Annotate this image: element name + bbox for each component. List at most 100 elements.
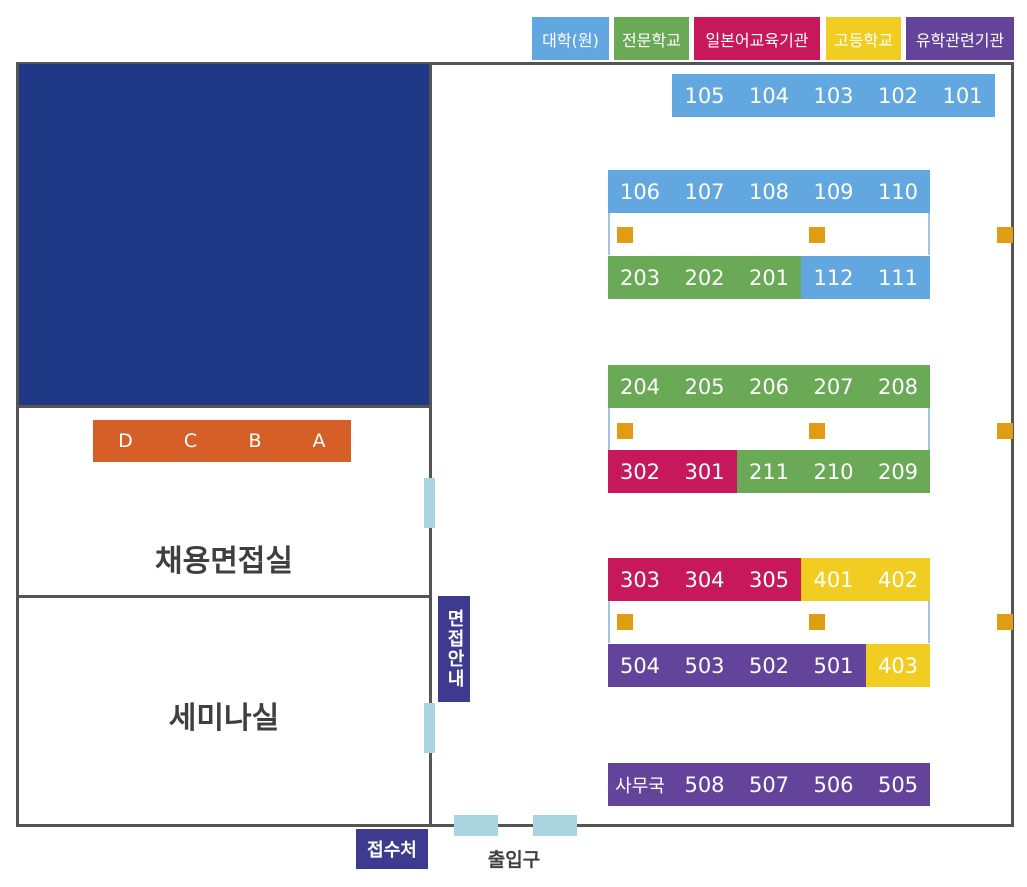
reception-label: 접수처 [367, 840, 417, 861]
booth-101: 101 [930, 74, 995, 117]
booth-row-203-111: 203 202 201 112 111 [608, 256, 930, 299]
booth-508: 508 [672, 763, 738, 806]
booth-401: 401 [801, 558, 867, 601]
aisle-divider [608, 213, 610, 255]
booth-202-label: 202 [684, 265, 725, 290]
entrance-label: 출입구 [487, 849, 541, 871]
booth-203: 203 [608, 256, 673, 299]
booth-205: 205 [672, 365, 738, 408]
booth-204-label: 204 [619, 374, 661, 399]
door-interview-room [424, 478, 435, 528]
pillar-marker [617, 614, 633, 630]
booth-102-label: 102 [877, 83, 919, 108]
seminar-room-label: 세미나실 [168, 701, 280, 736]
booth-301-label: 301 [684, 459, 725, 484]
interview-booth-c-label: C [183, 430, 198, 452]
booth-505-label: 505 [877, 772, 919, 797]
booth-101-label: 101 [942, 83, 983, 108]
legend-high-school: 고등학교 [826, 17, 901, 60]
booth-507-label: 507 [748, 772, 790, 797]
booth-107-label: 107 [684, 179, 725, 204]
booth-204: 204 [608, 365, 673, 408]
booth-210-label: 210 [813, 459, 854, 484]
booth-104: 104 [737, 74, 802, 117]
pillar-marker [809, 423, 825, 439]
booth-row-106-110: 106 107 108 109 110 [608, 170, 930, 213]
booth-207: 207 [801, 365, 867, 408]
booth-302-label: 302 [619, 459, 661, 484]
booth-106: 106 [608, 170, 673, 213]
interview-guide-sign: 면접안내 [438, 596, 470, 702]
booth-203-label: 203 [619, 265, 661, 290]
booth-row-302-209: 302 301 211 210 209 [608, 450, 930, 493]
hall-outer-wall [16, 62, 1014, 827]
booth-103-label: 103 [813, 83, 854, 108]
aisle-divider [608, 408, 610, 450]
booth-303: 303 [608, 558, 673, 601]
booth-301: 301 [672, 450, 738, 493]
pillar-marker [617, 227, 633, 243]
interview-booth-a: A [287, 420, 351, 462]
legend-university: 대학(원) [532, 17, 609, 60]
interview-booth-a-label: A [312, 430, 326, 452]
booth-506: 506 [801, 763, 867, 806]
booth-504: 504 [608, 644, 673, 687]
pillar-marker [617, 423, 633, 439]
booth-305-label: 305 [748, 567, 790, 592]
booth-110-label: 110 [877, 179, 919, 204]
booth-206: 206 [737, 365, 802, 408]
booth-211-label: 211 [748, 459, 790, 484]
pillar-marker [809, 614, 825, 630]
booth-504-label: 504 [619, 653, 661, 678]
pillar-marker [997, 614, 1013, 630]
booth-row-504-403: 504 503 502 501 403 [608, 644, 930, 687]
booth-403-label: 403 [877, 653, 919, 678]
legend-high-school-label: 고등학교 [834, 30, 893, 50]
aisle-divider [928, 601, 930, 643]
booth-501: 501 [801, 644, 867, 687]
booth-109: 109 [801, 170, 867, 213]
partition-wall-vertical [429, 62, 432, 827]
booth-403: 403 [866, 644, 930, 687]
booth-row-office-505: 사무국 508 507 506 505 [608, 763, 930, 806]
booth-211: 211 [737, 450, 802, 493]
booth-112: 112 [801, 256, 867, 299]
blocked-area [19, 64, 430, 406]
booth-108: 108 [737, 170, 802, 213]
aisle-divider [928, 408, 930, 450]
booth-103: 103 [801, 74, 867, 117]
interview-booth-d: D [93, 420, 159, 462]
door-seminar-room [424, 703, 435, 753]
booth-105: 105 [672, 74, 738, 117]
booth-104-label: 104 [748, 83, 790, 108]
booth-502: 502 [737, 644, 802, 687]
entrance-door-right [533, 815, 577, 836]
booth-202: 202 [672, 256, 738, 299]
booth-205-label: 205 [684, 374, 725, 399]
booth-111: 111 [866, 256, 930, 299]
booth-303-label: 303 [619, 567, 661, 592]
booth-108-label: 108 [748, 179, 790, 204]
pillar-marker [997, 423, 1013, 439]
legend-vocational-label: 전문학교 [622, 30, 681, 50]
booth-401-label: 401 [813, 567, 854, 592]
booth-208-label: 208 [877, 374, 919, 399]
booth-secretariat: 사무국 [608, 763, 673, 806]
booth-107: 107 [672, 170, 738, 213]
booth-secretariat-label: 사무국 [615, 775, 665, 797]
legend-vocational: 전문학교 [614, 17, 689, 60]
booth-112-label: 112 [813, 265, 854, 290]
booth-109-label: 109 [813, 179, 854, 204]
booth-305: 305 [737, 558, 802, 601]
booth-209-label: 209 [877, 459, 919, 484]
legend-study-abroad-agency: 유학관련기관 [906, 17, 1014, 60]
partition-wall-top [16, 405, 432, 408]
entrance-door-left [454, 815, 498, 836]
aisle-divider [608, 601, 610, 643]
booth-402-label: 402 [877, 567, 919, 592]
reception-sign: 접수처 [356, 829, 428, 869]
pillar-marker [809, 227, 825, 243]
booth-505: 505 [866, 763, 930, 806]
pillar-marker [997, 227, 1013, 243]
booth-row-101-105: 105 104 103 102 101 [672, 74, 995, 117]
